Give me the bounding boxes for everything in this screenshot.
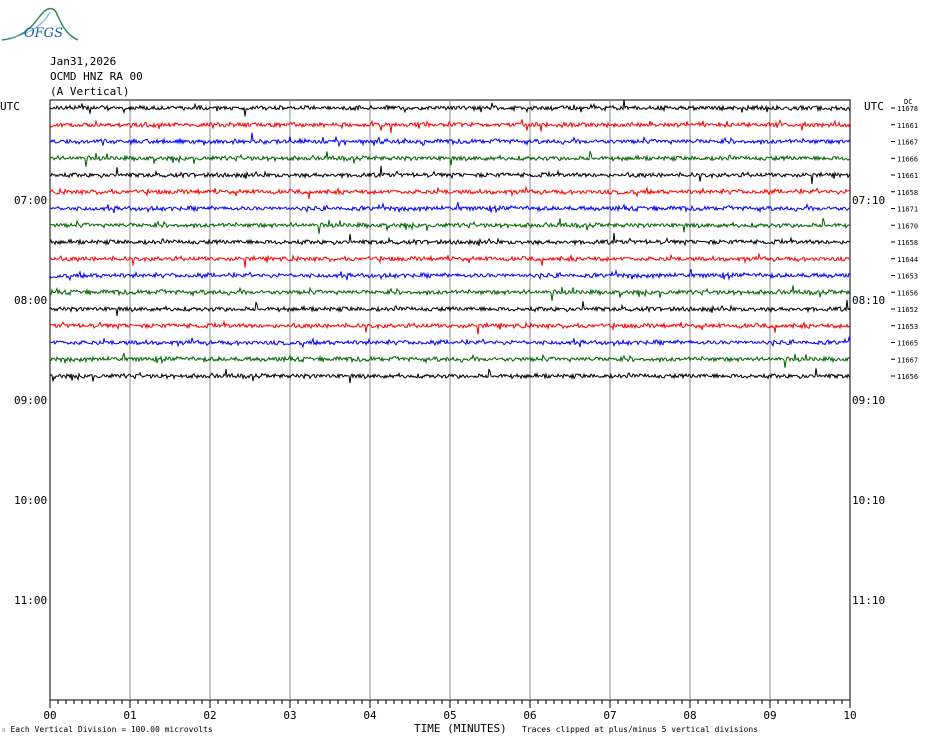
header-component: (A Vertical) (50, 85, 130, 98)
x-tick-label: 03 (283, 709, 296, 722)
x-tick-label: 08 (683, 709, 696, 722)
left-hour-label: 07:00 (14, 194, 47, 207)
seismic-trace (49, 99, 851, 117)
seismic-trace (49, 185, 850, 199)
dc-value-label: 11678 (897, 105, 918, 113)
x-tick-label: 10 (843, 709, 856, 722)
dc-value-label: 11671 (897, 206, 918, 214)
dc-value-label: 11670 (897, 222, 918, 230)
dc-value-label: 11667 (897, 356, 918, 364)
right-hour-label: 10:10 (852, 494, 885, 507)
logo: OFGS (0, 4, 80, 46)
x-tick-label: 06 (523, 709, 536, 722)
right-hour-label: 07:10 (852, 194, 885, 207)
dc-value-label: 11653 (897, 323, 918, 331)
scale-note-icon: ∷ (2, 727, 6, 734)
left-hour-label: 09:00 (14, 394, 47, 407)
x-tick-label: 04 (363, 709, 377, 722)
seismic-trace (49, 319, 851, 335)
dc-value-label: 11666 (897, 155, 918, 163)
seismic-trace (49, 252, 851, 268)
dc-value-label: 11644 (897, 256, 918, 264)
right-hour-label: 11:10 (852, 594, 885, 607)
dc-value-label: 11661 (897, 172, 918, 180)
logo-mountain-icon (1, 7, 79, 41)
x-tick-label: 09 (763, 709, 776, 722)
seismic-trace (49, 285, 851, 301)
seismic-trace (49, 232, 851, 247)
clip-note: Traces clipped at plus/minus 5 vertical … (522, 725, 759, 734)
seismic-trace (49, 268, 851, 282)
seismic-trace (49, 165, 851, 184)
seismic-trace (49, 132, 851, 148)
x-tick-label: 02 (203, 709, 216, 722)
header-station: OCMD HNZ RA 00 (50, 70, 143, 83)
seismic-trace (49, 368, 851, 384)
dc-value-label: 11658 (897, 189, 918, 197)
x-tick-label: 05 (443, 709, 456, 722)
header-date: Jan31,2026 (50, 55, 117, 68)
seismic-trace (49, 218, 851, 234)
dc-value-label: 11652 (897, 306, 918, 314)
scale-note-text: Each Vertical Division = 100.00 microvol… (10, 725, 213, 734)
left-timezone-label: UTC (0, 100, 20, 113)
right-timezone-label: UTC (864, 100, 884, 113)
right-hour-label: 09:10 (852, 394, 885, 407)
dc-value-label: 11665 (897, 340, 918, 348)
scale-note: ∷ Each Vertical Division = 100.00 microv… (2, 725, 213, 734)
logo-text: OFGS (24, 26, 63, 41)
dc-value-label: 11653 (897, 273, 918, 281)
dc-value-label: 11656 (897, 373, 918, 381)
dc-value-label: 11658 (897, 239, 918, 247)
left-hour-label: 08:00 (14, 294, 47, 307)
seismic-trace (49, 299, 851, 317)
left-hour-label: 11:00 (14, 594, 47, 607)
dc-value-label: 11661 (897, 122, 918, 130)
seismic-trace (49, 118, 851, 133)
seismic-trace (49, 352, 851, 368)
x-tick-label: 07 (603, 709, 616, 722)
seismic-trace (49, 335, 851, 349)
right-hour-label: 08:10 (852, 294, 885, 307)
seismic-trace (49, 201, 851, 214)
x-tick-label: 00 (43, 709, 56, 722)
x-tick-label: 01 (123, 709, 136, 722)
dc-value-label: 11656 (897, 289, 918, 297)
left-hour-label: 10:00 (14, 494, 47, 507)
dc-header: DC (904, 98, 913, 106)
x-axis-title: TIME (MINUTES) (414, 722, 507, 735)
seismic-trace (49, 151, 851, 167)
dc-value-label: 11667 (897, 139, 918, 147)
